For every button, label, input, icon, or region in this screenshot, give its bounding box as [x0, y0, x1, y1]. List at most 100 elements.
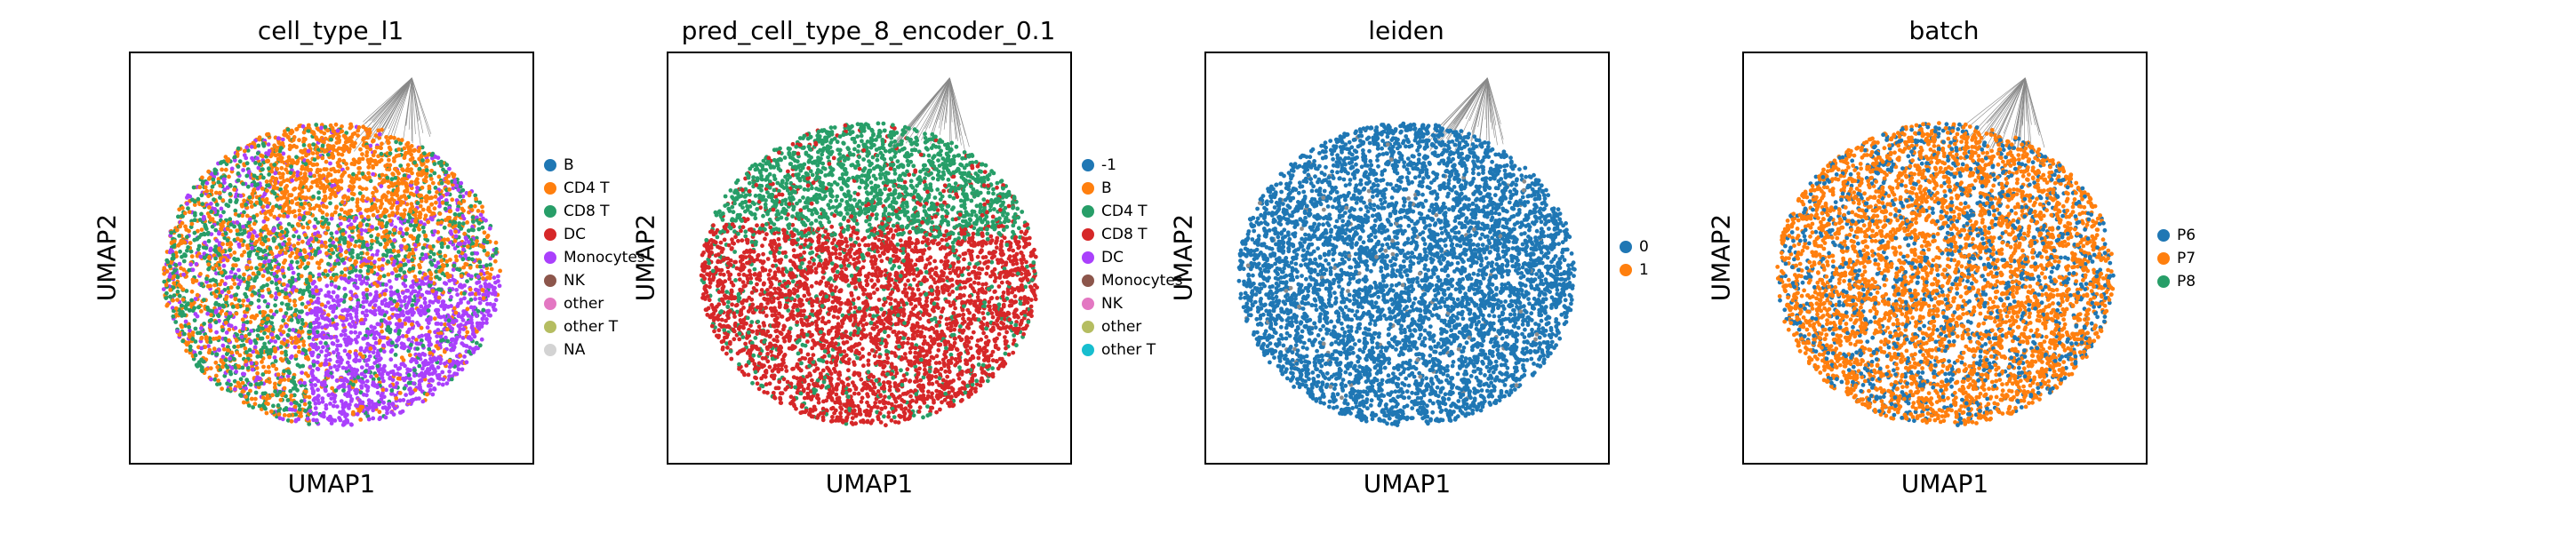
cell-point [496, 274, 500, 279]
cell-point [413, 302, 419, 306]
cell-point [339, 399, 344, 403]
cell-point [345, 166, 350, 171]
cell-point [407, 266, 412, 272]
cell-point [180, 240, 185, 245]
cell-point [398, 266, 404, 272]
cell-point [425, 159, 429, 163]
cell-point [315, 151, 320, 155]
cell-point [444, 198, 449, 203]
cell-point [320, 330, 325, 335]
cell-point [283, 129, 287, 134]
legend-entry: B [1082, 177, 1183, 200]
cell-point [320, 143, 325, 148]
cell-point [251, 271, 256, 276]
cell-point [200, 202, 205, 207]
cell-point [481, 276, 485, 281]
cell-point [268, 293, 274, 298]
cell-point [444, 259, 450, 264]
cell-point [417, 352, 421, 357]
cell-point [334, 378, 340, 383]
cell-point [480, 225, 485, 230]
legend-entry: NA [544, 338, 645, 362]
cell-point [216, 378, 220, 383]
cell-point [411, 336, 416, 340]
cell-point [207, 205, 212, 210]
cell-point [287, 205, 292, 211]
cell-point [268, 212, 274, 217]
cell-point [411, 251, 416, 256]
cell-point [276, 403, 281, 408]
cell-point [300, 176, 305, 180]
cell-point [486, 284, 492, 289]
cell-point [445, 244, 451, 250]
cell-point [407, 377, 412, 381]
cell-point [436, 365, 441, 370]
cell-point [311, 389, 316, 394]
cell-point [273, 359, 278, 363]
cell-point [345, 419, 350, 425]
cell-point [261, 226, 266, 231]
cell-point [199, 336, 204, 341]
cell-point [427, 371, 432, 377]
cell-point [208, 283, 212, 289]
panel-3-y-axis-label: UMAP2 [1169, 214, 1198, 302]
cell-point [313, 252, 318, 257]
cell-point [359, 386, 364, 390]
cell-point [317, 138, 323, 143]
cell-point [354, 314, 359, 319]
cell-point [356, 128, 361, 133]
cell-point [436, 221, 441, 227]
cell-point [389, 196, 395, 202]
cell-point [268, 409, 274, 414]
cell-point [488, 262, 492, 267]
cell-point [249, 227, 253, 232]
cell-point [396, 253, 401, 259]
cell-point [384, 253, 389, 259]
cell-point [404, 288, 409, 293]
panel-2-y-axis-label: UMAP2 [631, 214, 660, 302]
cell-point [421, 282, 427, 286]
cell-point [342, 170, 348, 175]
cell-point [330, 341, 335, 346]
cell-point [273, 258, 277, 263]
cell-point [361, 124, 366, 130]
cell-point [348, 226, 353, 231]
cell-point [357, 276, 363, 282]
cell-point [424, 174, 428, 179]
cell-point [391, 262, 396, 267]
cell-point [282, 132, 286, 138]
cell-point [267, 259, 271, 264]
cell-point [331, 240, 336, 245]
cell-point [381, 343, 386, 348]
cell-point [300, 225, 306, 230]
cell-point [306, 148, 311, 154]
cell-point [260, 242, 266, 247]
cell-point [321, 197, 326, 203]
cell-point [282, 260, 286, 266]
cell-point [205, 311, 210, 316]
cell-point [344, 162, 348, 166]
cell-point [433, 155, 438, 159]
cell-point [273, 381, 277, 386]
cell-point [177, 293, 182, 298]
cell-point [236, 298, 242, 303]
cell-point [308, 171, 313, 177]
cell-point [192, 199, 197, 204]
cell-point [308, 350, 314, 355]
cell-point [249, 200, 253, 205]
legend-marker [544, 321, 556, 333]
cell-point [484, 263, 489, 268]
cell-point [430, 180, 436, 186]
cell-point [275, 166, 280, 171]
panel-2-legend: -1 B CD4 T CD8 T DC Monocytes NK other other T [1082, 154, 1183, 362]
cell-point [285, 332, 291, 338]
cell-point [256, 271, 261, 276]
cell-point [336, 303, 341, 307]
cell-point [393, 353, 398, 357]
cell-point [367, 127, 372, 132]
cell-point [223, 320, 228, 325]
cell-point [354, 311, 359, 315]
legend-label: P8 [2177, 273, 2196, 290]
cell-point [276, 136, 281, 141]
cell-point [341, 382, 347, 386]
